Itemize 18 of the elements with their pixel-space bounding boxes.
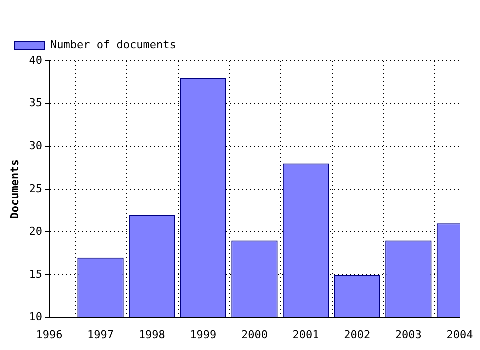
y-tick-label: 40 bbox=[29, 54, 42, 67]
y-axis-title: Documents bbox=[8, 160, 22, 220]
x-tick-label: 1997 bbox=[88, 328, 114, 342]
x-tick-label: 2000 bbox=[241, 328, 268, 342]
legend-label: Number of documents bbox=[50, 38, 176, 52]
y-tick-label: 30 bbox=[29, 139, 42, 152]
y-tick-label: 10 bbox=[29, 310, 42, 324]
x-tick-label: 1996 bbox=[36, 328, 63, 342]
y-tick-label: 20 bbox=[29, 225, 42, 238]
y-tick-label: 15 bbox=[29, 268, 42, 281]
y-tick-label: 25 bbox=[29, 182, 42, 196]
x-tick-label: 1999 bbox=[190, 328, 217, 342]
y-tick-label: 35 bbox=[29, 96, 42, 110]
x-tick-label: 2002 bbox=[344, 328, 371, 342]
x-tick-label: 2004 bbox=[446, 328, 474, 342]
x-tick-label: 1998 bbox=[138, 328, 166, 342]
x-tick-label: 2003 bbox=[395, 328, 422, 342]
x-tick-label: 2001 bbox=[292, 328, 320, 342]
